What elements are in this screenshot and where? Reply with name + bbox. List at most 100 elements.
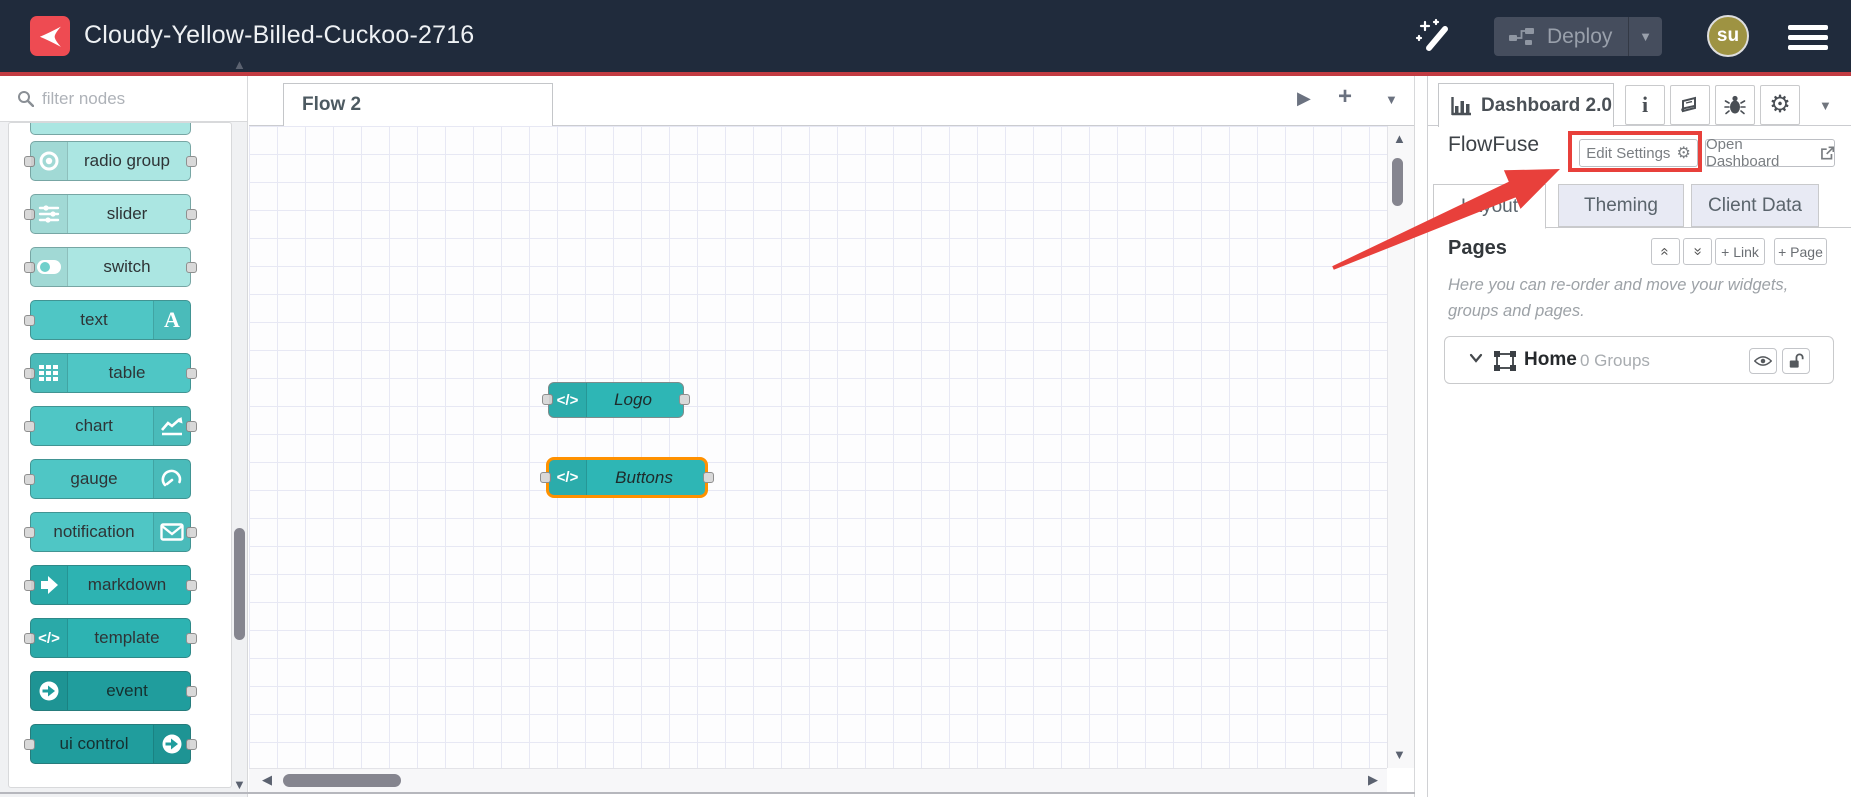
page-row-home[interactable]: Home 0 Groups <box>1444 336 1834 384</box>
edit-settings-button[interactable]: Edit Settings ⚙ <box>1579 139 1698 167</box>
canvas-scroll-right-icon[interactable]: ▶ <box>1368 772 1378 787</box>
input-port <box>24 315 35 326</box>
input-port <box>24 368 35 379</box>
add-page-button[interactable]: + Page <box>1774 238 1827 265</box>
gear-icon: ⚙ <box>1676 145 1691 162</box>
output-port <box>186 686 197 697</box>
palette-scroll-down-icon[interactable]: ▼ <box>233 777 246 792</box>
output-port[interactable] <box>703 471 714 483</box>
output-port <box>186 262 197 273</box>
palette-node-gauge[interactable]: gauge <box>24 459 191 499</box>
palette-node-text[interactable]: A text <box>24 300 191 340</box>
input-port[interactable] <box>542 394 553 405</box>
pages-help-text: Here you can re-order and move your widg… <box>1448 276 1789 320</box>
bar-chart-icon <box>1451 96 1471 115</box>
palette-node-notification[interactable]: notification <box>24 512 197 552</box>
unlock-icon <box>1789 353 1804 368</box>
canvas-scroll-left-icon[interactable]: ◀ <box>262 772 272 787</box>
palette-node-radio-group[interactable]: radio group <box>24 141 197 181</box>
output-port <box>186 209 197 220</box>
canvas-node-logo[interactable]: </> Logo <box>542 382 690 418</box>
menu-icon[interactable] <box>1788 25 1828 50</box>
code-icon: </> <box>556 469 579 486</box>
sidebar-tab-bar: Dashboard 2.0 i ⚙ ▼ <box>1428 76 1851 127</box>
flowfuse-logo <box>30 16 70 56</box>
input-port <box>24 209 35 220</box>
wand-icon[interactable] <box>1415 17 1453 55</box>
tab-dashboard-2[interactable]: Dashboard 2.0 <box>1438 83 1614 127</box>
input-port <box>24 421 35 432</box>
double-chevron-up-icon: « <box>1657 247 1674 256</box>
collapse-all-button[interactable]: « <box>1651 238 1680 265</box>
tab-client-data[interactable]: Client Data <box>1691 184 1819 227</box>
table-icon <box>39 365 58 381</box>
palette-scroll-up-icon[interactable]: ▲ <box>233 57 246 72</box>
palette-node-ui-control[interactable]: ui control <box>24 724 197 764</box>
palette-scrollbar-thumb[interactable] <box>234 528 245 640</box>
node-palette: radio group slider switch A text <box>0 76 248 797</box>
chevron-down-icon[interactable]: ▼ <box>1385 92 1398 107</box>
flow-canvas[interactable]: </> Logo </> Buttons <box>249 126 1387 768</box>
layout-frame-icon <box>1494 351 1516 371</box>
canvas-horizontal-scrollbar[interactable] <box>249 768 1387 793</box>
external-link-icon <box>1820 146 1834 160</box>
radio-icon <box>39 151 59 171</box>
page-groups-count: 0 Groups <box>1580 351 1650 370</box>
input-port <box>24 739 35 750</box>
arrow-right-icon <box>41 576 58 594</box>
play-icon[interactable]: ▶ <box>1297 88 1311 108</box>
search-icon <box>18 91 34 107</box>
canvas-scroll-down-icon[interactable]: ▼ <box>1393 747 1406 762</box>
user-avatar[interactable]: su <box>1707 15 1749 57</box>
tab-theming[interactable]: Theming <box>1558 184 1684 227</box>
canvas-scroll-up-icon[interactable]: ▲ <box>1393 131 1406 146</box>
palette-node-slider[interactable]: slider <box>24 194 197 234</box>
lock-button[interactable] <box>1782 348 1810 374</box>
code-icon: </> <box>556 391 579 409</box>
palette-node-chart[interactable]: chart <box>24 406 197 446</box>
output-port[interactable] <box>679 394 690 405</box>
canvas-hscroll-thumb[interactable] <box>283 774 401 787</box>
filter-nodes-input[interactable] <box>42 84 232 114</box>
palette-node-clipped[interactable] <box>30 123 191 135</box>
palette-node-switch[interactable]: switch <box>24 247 197 287</box>
input-port <box>24 633 35 644</box>
chevron-down-icon[interactable]: ▼ <box>1819 98 1832 113</box>
plus-icon[interactable]: + <box>1338 83 1353 110</box>
sidebar-splitter[interactable] <box>1414 76 1415 797</box>
tab-layout[interactable]: Layout <box>1433 184 1546 229</box>
output-port <box>186 633 197 644</box>
line-chart-icon <box>161 417 183 436</box>
output-port <box>186 368 197 379</box>
palette-node-table[interactable]: table <box>24 353 197 393</box>
canvas-vertical-scrollbar[interactable] <box>1387 126 1414 768</box>
output-port <box>186 156 197 167</box>
brand-label: FlowFuse <box>1448 133 1540 156</box>
debug-button[interactable] <box>1715 85 1755 125</box>
input-port <box>24 156 35 167</box>
input-port[interactable] <box>540 471 551 483</box>
sliders-icon <box>38 205 60 223</box>
config-nodes-button[interactable]: ⚙ <box>1760 85 1800 125</box>
deploy-options-caret[interactable]: ▼ <box>1628 17 1662 56</box>
open-dashboard-button[interactable]: Open Dashboard <box>1705 136 1835 170</box>
help-button[interactable] <box>1670 85 1710 125</box>
chevron-down-icon[interactable] <box>1469 353 1483 363</box>
palette-node-markdown[interactable]: markdown <box>24 565 197 605</box>
visibility-button[interactable] <box>1749 348 1777 374</box>
header-bar: Cloudy-Yellow-Billed-Cuckoo-2716 Deploy … <box>0 0 1851 72</box>
add-link-button[interactable]: + Link <box>1715 238 1765 265</box>
circle-arrow-icon <box>39 681 59 701</box>
info-button[interactable]: i <box>1625 85 1665 125</box>
pages-heading: Pages <box>1448 237 1507 259</box>
output-port <box>186 580 197 591</box>
canvas-vscroll-thumb[interactable] <box>1392 158 1403 206</box>
double-chevron-down-icon: « <box>1689 247 1706 256</box>
flow-tab[interactable]: Flow 2 <box>283 83 553 127</box>
palette-node-template[interactable]: </> template <box>24 618 197 658</box>
deploy-button[interactable]: Deploy ▼ <box>1494 17 1662 56</box>
right-sidebar: Dashboard 2.0 i ⚙ ▼ FlowFuse <box>1427 76 1851 797</box>
canvas-node-buttons[interactable]: </> Buttons <box>540 457 714 498</box>
palette-node-event[interactable]: event <box>30 671 197 711</box>
expand-all-button[interactable]: « <box>1683 238 1712 265</box>
